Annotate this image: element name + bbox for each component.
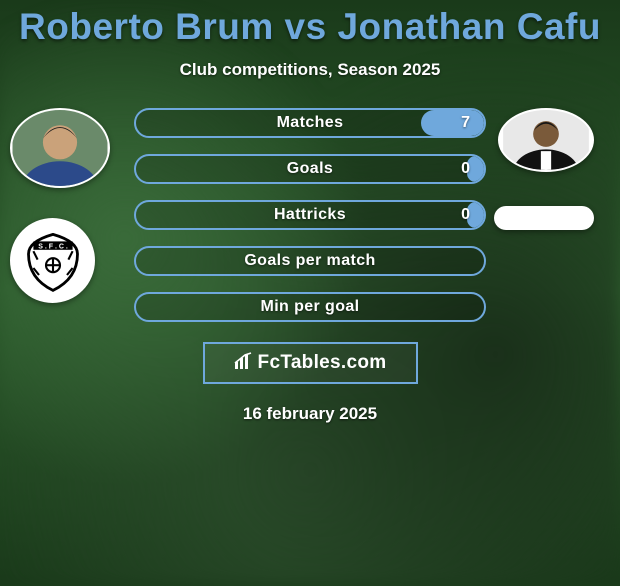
comparison-row: S . F . C . Matches 7 Goals 0 [0,108,620,338]
santos-crest-icon: S . F . C . [18,226,88,296]
svg-text:S . F . C .: S . F . C . [38,243,68,250]
bar-matches-label: Matches [136,110,484,136]
page-title: Roberto Brum vs Jonathan Cafu [0,6,620,48]
logo-text: FcTables.com [258,352,387,374]
bar-goals-per-match: Goals per match [134,246,486,276]
bar-hattricks-label: Hattricks [136,202,484,228]
bar-goals-label: Goals [136,156,484,182]
bar-gpm-label: Goals per match [136,248,484,274]
avatar-left-icon [12,110,108,186]
player-right-avatar [498,108,594,172]
club-badge-right [494,206,594,230]
bar-matches-value: 7 [461,110,470,136]
bar-min-per-goal: Min per goal [134,292,486,322]
bar-goals-value: 0 [461,156,470,182]
bar-mpg-label: Min per goal [136,294,484,320]
bar-goals: Goals 0 [134,154,486,184]
player-right-column [492,108,612,230]
date-label: 16 february 2025 [0,404,620,424]
club-badge-left: S . F . C . [10,218,95,303]
player-left-avatar [10,108,110,188]
player-left-column: S . F . C . [8,108,128,303]
avatar-right-icon [500,110,592,170]
bar-hattricks: Hattricks 0 [134,200,486,230]
stat-bars: Matches 7 Goals 0 Hattricks 0 Goals per … [128,108,492,338]
bar-matches: Matches 7 [134,108,486,138]
bar-chart-icon [234,352,254,375]
logo-box: FcTables.com [203,342,418,384]
subtitle: Club competitions, Season 2025 [0,60,620,80]
bar-hattricks-value: 0 [461,202,470,228]
